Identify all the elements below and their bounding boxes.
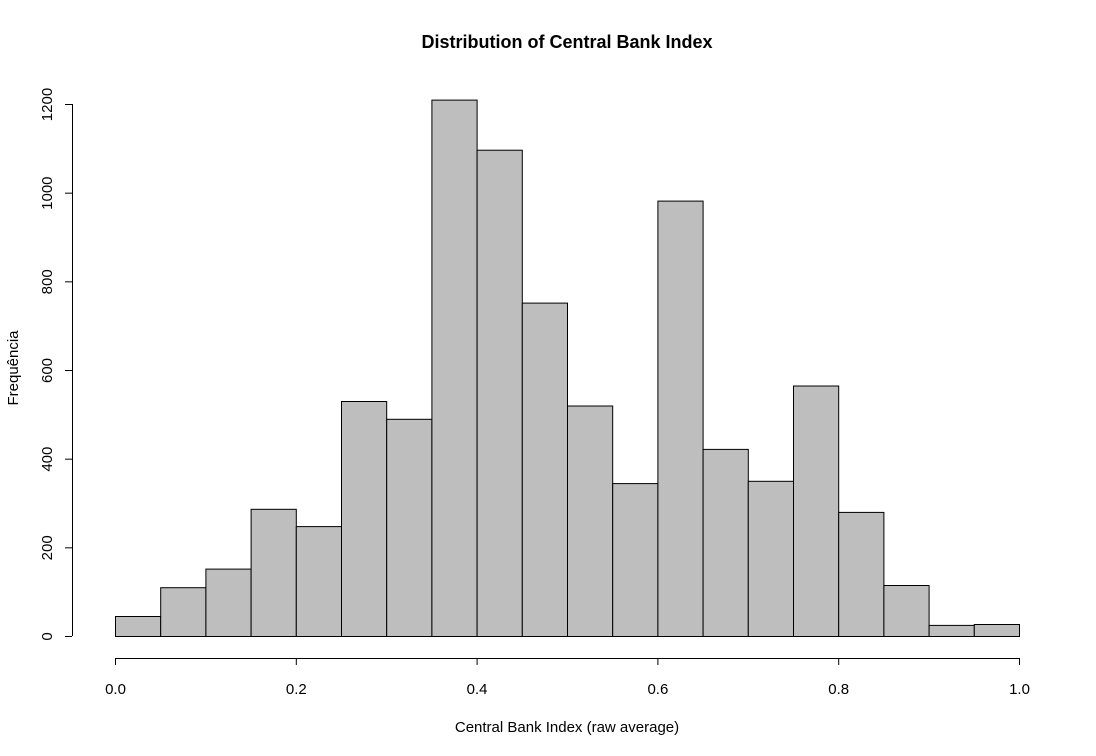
chart-title: Distribution of Central Bank Index [421, 32, 712, 52]
histogram-bar [702, 448, 749, 637]
histogram-bar [747, 480, 794, 637]
histogram-bar [521, 302, 568, 637]
histogram-bar [973, 624, 1020, 637]
x-tick-label: 0.4 [467, 681, 488, 698]
histogram-bar [612, 483, 659, 637]
y-tick-label: 0 [39, 632, 56, 640]
histogram-bar [883, 585, 930, 637]
histogram-bar [205, 568, 252, 637]
y-axis-label: Frequência [5, 330, 22, 406]
histogram-bar [250, 508, 297, 637]
y-tick-label: 800 [39, 269, 56, 294]
histogram-bar [341, 401, 388, 637]
x-tick-label: 0.0 [105, 681, 126, 698]
y-tick-label: 1000 [39, 176, 56, 209]
histogram-bar [476, 149, 523, 637]
y-tick-label: 1200 [39, 88, 56, 121]
histogram-bar [295, 526, 342, 637]
y-tick-label: 200 [39, 535, 56, 560]
y-axis: 0 200 400 600 800 1000 1200 [39, 88, 73, 641]
histogram-bar [115, 616, 162, 637]
x-tick-label: 1.0 [1009, 681, 1030, 698]
y-tick-label: 600 [39, 358, 56, 383]
histogram-bar [928, 624, 975, 638]
histogram-bar [160, 587, 207, 638]
x-axis: 0.0 0.2 0.4 0.6 0.8 1.0 [105, 658, 1030, 698]
x-tick-label: 0.6 [647, 681, 668, 698]
histogram-bar [567, 405, 614, 637]
x-tick-label: 0.8 [828, 681, 849, 698]
histogram-bar [386, 418, 433, 637]
histogram-bar [793, 385, 840, 637]
histogram-bar [657, 200, 704, 637]
histogram-bar [431, 99, 478, 638]
x-tick-label: 0.2 [286, 681, 307, 698]
bars-group [115, 99, 1020, 638]
histogram-bar [838, 511, 885, 638]
y-tick-label: 400 [39, 447, 56, 472]
x-axis-label: Central Bank Index (raw average) [455, 719, 679, 736]
